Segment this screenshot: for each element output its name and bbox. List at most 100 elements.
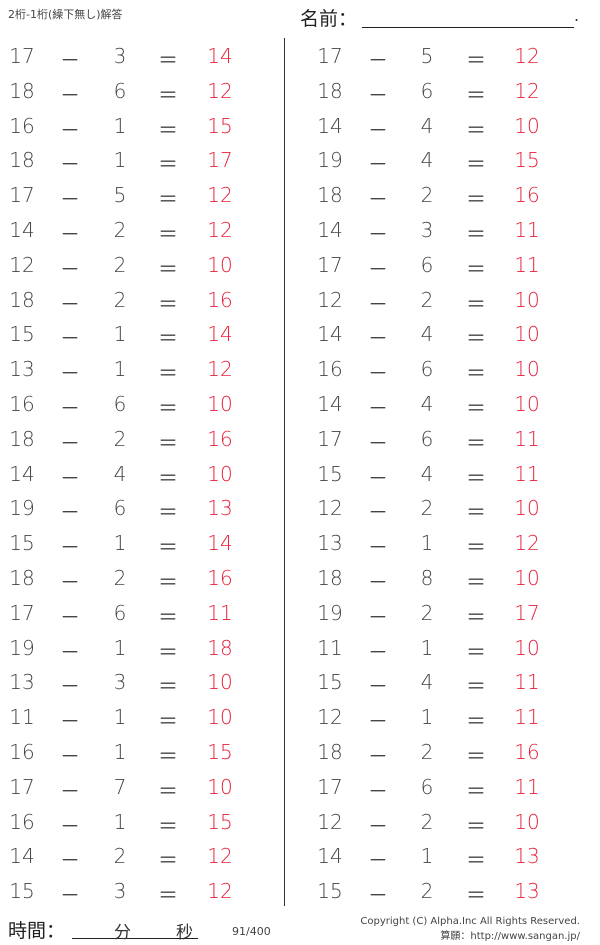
equals-sign: ＝ — [158, 396, 178, 420]
problem-row: 18 － 2 ＝ 16 — [0, 427, 600, 457]
minus-sign: － — [368, 778, 388, 803]
problem-row: 15 － 4 ＝ 11 — [0, 462, 600, 492]
minuend: 13 — [317, 531, 343, 556]
minuend: 18 — [9, 78, 35, 103]
minuend: 18 — [9, 426, 35, 451]
equals-sign: ＝ — [466, 465, 486, 490]
minuend: 15 — [9, 879, 35, 904]
subtrahend: 5 — [420, 44, 434, 68]
answer: 10 — [207, 461, 233, 486]
equals-sign: ＝ — [158, 222, 178, 246]
equals-sign: ＝ — [466, 639, 486, 664]
answer: 18 — [207, 635, 233, 660]
subtrahend: 6 — [113, 600, 127, 625]
minus-sign: － — [368, 152, 388, 177]
equals-sign: ＝ — [466, 430, 486, 455]
problem-row: 14 － 1 ＝ 13 — [0, 844, 600, 874]
problem-row: 11 － 1 ＝ 10 — [0, 705, 600, 735]
equals-sign: ＝ — [466, 117, 486, 142]
subtrahend: 1 — [113, 148, 127, 173]
subtrahend: 6 — [420, 426, 434, 451]
answer: 12 — [207, 78, 233, 103]
answer: 16 — [514, 740, 540, 764]
problem-row: 18 － 2 ＝ 16 — [0, 740, 600, 770]
problem-row: 17 － 6 ＝ 11 — [0, 775, 600, 805]
equals-sign: ＝ — [158, 709, 178, 734]
minuend: 12 — [9, 252, 35, 277]
minus-sign: － — [368, 48, 388, 72]
answer: 11 — [514, 426, 540, 451]
answer: 13 — [514, 844, 540, 869]
problem-row: 18 － 6 ＝ 12 — [0, 79, 600, 109]
subtrahend: 2 — [420, 183, 434, 208]
equals-sign: ＝ — [466, 361, 486, 386]
minuend: 16 — [9, 113, 35, 138]
subtrahend: 4 — [420, 148, 434, 173]
minuend: 17 — [317, 426, 343, 451]
problem-row: 15 － 1 ＝ 14 — [0, 531, 600, 561]
answer: 10 — [514, 113, 540, 138]
minus-sign: － — [368, 82, 388, 107]
equals-sign: ＝ — [158, 778, 178, 803]
equals-sign: ＝ — [158, 500, 178, 525]
minus-sign: － — [60, 535, 80, 560]
problem-row: 15 － 3 ＝ 12 — [0, 879, 600, 909]
answer: 12 — [514, 78, 540, 103]
minus-sign: － — [60, 187, 80, 212]
minus-sign: － — [368, 570, 388, 594]
minuend: 17 — [317, 44, 343, 68]
minus-sign: － — [60, 465, 80, 490]
minus-sign: － — [368, 639, 388, 664]
minus-sign: － — [368, 256, 388, 281]
subtrahend: 3 — [113, 879, 127, 904]
answer: 12 — [207, 879, 233, 904]
minus-sign: － — [60, 709, 80, 734]
minus-sign: － — [60, 674, 80, 699]
equals-sign: ＝ — [158, 430, 178, 455]
problem-row: 16 － 6 ＝ 10 — [0, 392, 600, 422]
minuend: 11 — [9, 705, 35, 730]
minus-sign: － — [368, 674, 388, 699]
minus-sign: － — [368, 326, 388, 351]
minus-sign: － — [60, 361, 80, 386]
minus-sign: － — [60, 152, 80, 177]
subtrahend: 1 — [113, 740, 127, 764]
equals-sign: ＝ — [466, 570, 486, 594]
answer: 10 — [514, 809, 540, 834]
problem-row: 14 － 2 ＝ 12 — [0, 218, 600, 248]
minuend: 12 — [317, 496, 343, 521]
answer: 10 — [514, 392, 540, 416]
equals-sign: ＝ — [158, 744, 178, 768]
minuend: 12 — [317, 287, 343, 312]
minuend: 13 — [9, 357, 35, 382]
problem-row: 18 － 6 ＝ 12 — [0, 79, 600, 109]
problem-row: 14 － 3 ＝ 11 — [0, 218, 600, 248]
equals-sign: ＝ — [466, 535, 486, 560]
answer: 10 — [207, 252, 233, 277]
problem-row: 14 － 4 ＝ 10 — [0, 114, 600, 144]
equals-sign: ＝ — [466, 291, 486, 316]
equals-sign: ＝ — [466, 326, 486, 351]
minus-sign: － — [368, 291, 388, 316]
equals-sign: ＝ — [158, 674, 178, 699]
subtrahend: 1 — [420, 531, 434, 556]
subtrahend: 6 — [113, 496, 127, 521]
subtrahend: 1 — [113, 635, 127, 660]
minuend: 18 — [9, 148, 35, 173]
answer: 11 — [514, 705, 540, 730]
minuend: 18 — [317, 78, 343, 103]
minus-sign: － — [60, 604, 80, 629]
problem-row: 18 － 2 ＝ 16 — [0, 566, 600, 596]
answer: 16 — [514, 183, 540, 208]
subtrahend: 6 — [420, 252, 434, 277]
problem-row: 16 － 1 ＝ 15 — [0, 114, 600, 144]
subtrahend: 2 — [113, 566, 127, 590]
answer: 15 — [207, 740, 233, 764]
equals-sign: ＝ — [158, 117, 178, 142]
answer: 11 — [207, 600, 233, 625]
equals-sign: ＝ — [158, 291, 178, 316]
problem-row: 17 － 7 ＝ 10 — [0, 775, 600, 805]
time-field-line — [72, 938, 198, 939]
problem-row: 15 － 2 ＝ 13 — [0, 879, 600, 909]
